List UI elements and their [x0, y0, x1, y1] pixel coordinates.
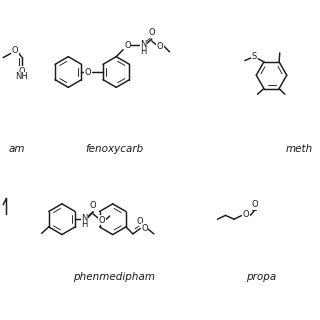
Text: fenoxycarb: fenoxycarb: [85, 144, 143, 154]
Text: N: N: [82, 214, 88, 223]
Text: O: O: [157, 42, 163, 51]
Text: H: H: [82, 220, 88, 229]
Text: O: O: [124, 41, 131, 50]
Text: O: O: [141, 224, 148, 233]
Text: O: O: [137, 217, 144, 226]
Text: phenmedipham: phenmedipham: [73, 272, 155, 282]
Text: H: H: [140, 47, 147, 56]
Text: O: O: [18, 67, 25, 76]
Text: NH: NH: [15, 72, 28, 81]
Text: O: O: [243, 210, 249, 219]
Text: O: O: [12, 46, 19, 55]
Text: O: O: [148, 28, 155, 37]
Text: meth: meth: [286, 144, 313, 154]
Text: O: O: [84, 68, 91, 76]
Text: propa: propa: [246, 272, 276, 282]
Text: O: O: [90, 201, 97, 210]
Text: O: O: [99, 216, 105, 225]
Text: N: N: [140, 40, 147, 49]
Text: S: S: [252, 52, 257, 61]
Text: O: O: [252, 200, 259, 209]
Text: am: am: [9, 144, 25, 154]
